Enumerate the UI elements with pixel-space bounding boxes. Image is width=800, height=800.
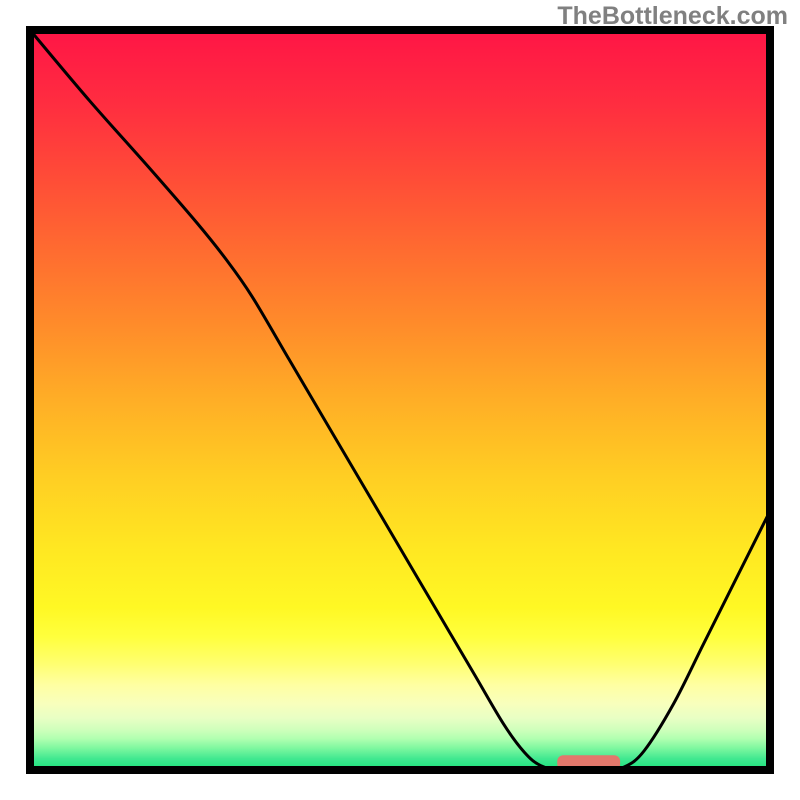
chart-background xyxy=(30,30,770,770)
watermark-text: TheBottleneck.com xyxy=(557,2,788,31)
bottleneck-chart xyxy=(0,0,800,800)
